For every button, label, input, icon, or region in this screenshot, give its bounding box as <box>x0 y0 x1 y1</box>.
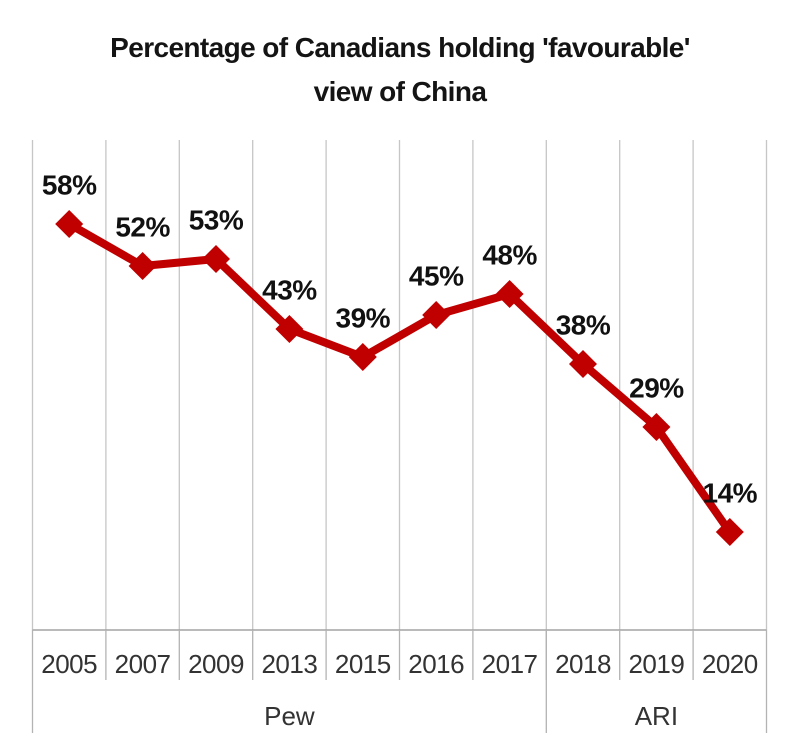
x-tick-label-2005: 2005 <box>41 649 97 679</box>
data-label-2005: 58% <box>42 170 97 201</box>
chart-title: Percentage of Canadians holding 'favoura… <box>0 26 800 114</box>
data-point-marker-2009 <box>202 245 230 273</box>
data-label-2018: 38% <box>556 310 611 341</box>
x-tick-label-2015: 2015 <box>335 649 391 679</box>
data-label-2016: 45% <box>409 261 464 292</box>
data-point-marker-2015 <box>348 343 377 371</box>
data-point-marker-2018 <box>569 350 597 378</box>
group-label-ari: ARI <box>635 701 678 731</box>
data-point-marker-2017 <box>495 280 524 308</box>
data-label-2020: 14% <box>703 478 758 509</box>
x-tick-label-2017: 2017 <box>482 649 538 679</box>
data-point-marker-2020 <box>715 518 744 546</box>
data-label-2015: 39% <box>336 303 391 334</box>
data-point-marker-2005 <box>55 210 84 238</box>
x-tick-label-2013: 2013 <box>261 649 317 679</box>
data-point-marker-2019 <box>642 413 671 441</box>
x-tick-label-2016: 2016 <box>408 649 464 679</box>
x-tick-label-2007: 2007 <box>115 649 171 679</box>
data-label-2017: 48% <box>482 240 537 271</box>
data-point-marker-2016 <box>422 301 451 329</box>
x-tick-label-2018: 2018 <box>555 649 611 679</box>
data-point-marker-2013 <box>275 315 304 343</box>
data-label-2009: 53% <box>189 205 244 236</box>
data-point-marker-2007 <box>128 252 157 280</box>
data-label-2007: 52% <box>115 212 170 243</box>
group-label-pew: Pew <box>264 701 315 731</box>
x-tick-label-2019: 2019 <box>628 649 684 679</box>
chart-title-line2: view of China <box>313 76 487 107</box>
data-label-2019: 29% <box>629 373 684 404</box>
x-tick-label-2009: 2009 <box>188 649 244 679</box>
x-tick-label-2020: 2020 <box>702 649 758 679</box>
chart-title-line1: Percentage of Canadians holding 'favoura… <box>110 32 690 63</box>
data-label-2013: 43% <box>262 275 317 306</box>
data-series-line <box>65 220 734 536</box>
